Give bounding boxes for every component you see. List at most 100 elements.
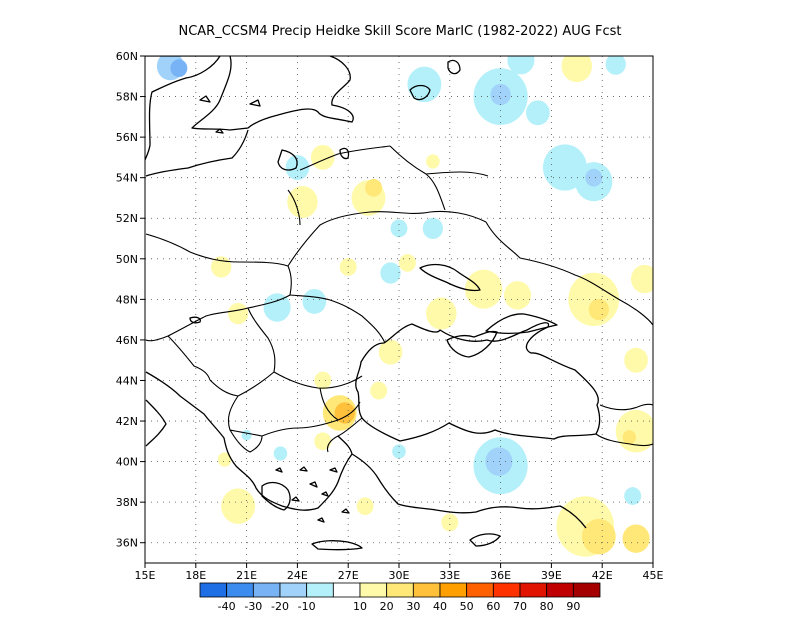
skill-patch [314, 371, 332, 390]
skill-patch [390, 219, 408, 238]
skill-patch [314, 432, 332, 451]
lon-tick-label: 33E [439, 569, 460, 582]
lon-tick-label: 39E [541, 569, 562, 582]
colorbar-label: -10 [298, 600, 316, 613]
colorbar-label: 50 [460, 600, 474, 613]
lon-tick-label: 24E [287, 569, 308, 582]
lake-balaton [189, 316, 202, 324]
lon-tick-label: 27E [338, 569, 359, 582]
skill-patch [561, 56, 593, 83]
skill-patch [285, 155, 310, 180]
lon-tick-label: 36E [490, 569, 511, 582]
skill-patch [624, 347, 648, 373]
colorbar-swatch [252, 582, 281, 598]
lat-tick-label: 42N [116, 415, 138, 428]
lake-onega [447, 59, 461, 75]
skill-patch [170, 59, 188, 78]
skill-patch [310, 144, 335, 170]
colorbar-swatch [546, 582, 574, 598]
colorbar-label: -30 [244, 600, 262, 613]
skill-patch [585, 168, 603, 187]
lake-ladoga [409, 84, 431, 101]
italy-coastline [145, 399, 167, 447]
lat-tick-label: 56N [116, 131, 138, 144]
skill-patch [217, 452, 232, 467]
islands-baltic [199, 95, 261, 134]
skill-patch [503, 281, 532, 310]
lat-tick-label: 46N [116, 334, 138, 347]
skill-patch [624, 487, 642, 505]
skill-patch [392, 444, 406, 459]
skill-patch [465, 269, 503, 309]
anatolia-coastline [351, 453, 587, 529]
colorbar-swatch [332, 582, 361, 598]
colorbar-swatch [519, 582, 548, 598]
adriatic-coastline [145, 371, 353, 511]
skill-patch [490, 83, 511, 106]
colorbar-swatch [279, 582, 308, 598]
lat-tick-label: 52N [116, 212, 138, 225]
crimea-coastline [446, 330, 498, 358]
black-sea-coastline [355, 322, 601, 442]
lake-peipus [339, 147, 350, 160]
colorbar-swatch [386, 582, 414, 598]
colorbar: -40 -30 -20 -10 10 20 30 40 50 60 70 80 90 [199, 582, 601, 613]
lon-tick-label: 45E [643, 569, 664, 582]
skill-patch [407, 66, 442, 103]
skill-patch [507, 56, 535, 75]
skill-score-shading [156, 56, 653, 557]
colorbar-swatch [226, 582, 254, 598]
colorbar-swatch [412, 582, 441, 598]
skill-patch [426, 297, 457, 330]
colorbar-swatch [492, 582, 521, 598]
reservoir-dnieper [419, 263, 481, 292]
skill-patch [302, 288, 327, 314]
gulf-of-riga-coastline [277, 149, 298, 171]
skill-patch [241, 429, 252, 441]
colorbar-label: 60 [486, 600, 500, 613]
lat-tick-label: 36N [116, 537, 138, 550]
colorbar-swatch [466, 582, 494, 598]
skill-patch [334, 402, 355, 424]
skill-patch [399, 253, 416, 272]
skill-patch [378, 339, 403, 365]
colorbar-swatch [359, 582, 388, 598]
azov-sea-coastline [485, 313, 558, 335]
skill-patch [356, 497, 374, 516]
skill-patch [227, 302, 249, 325]
lat-tick-label: 48N [116, 293, 138, 306]
lon-tick-label: 21E [236, 569, 257, 582]
colorbar-label: 30 [406, 600, 420, 613]
lon-tick-label: 15E [135, 569, 156, 582]
colorbar-label: 40 [433, 600, 447, 613]
skill-patch [422, 217, 444, 240]
crete-coastline [311, 540, 363, 551]
skill-patch [287, 186, 318, 219]
skill-patch [441, 513, 459, 532]
coastlines-and-borders [145, 56, 653, 551]
greece-peloponnese [261, 481, 291, 511]
skill-patch [485, 447, 513, 476]
lon-tick-label: 30E [389, 569, 410, 582]
skill-patch [263, 293, 291, 322]
skill-patch [630, 264, 653, 294]
lat-tick-label: 54N [116, 172, 138, 185]
skill-patch [605, 56, 626, 75]
skill-patch [273, 446, 288, 461]
skill-patch [581, 518, 616, 555]
lat-tick-label: 44N [116, 374, 138, 387]
colorbar-swatch [306, 582, 334, 598]
colorbar-label: 10 [353, 600, 367, 613]
lon-tick-label: 18E [185, 569, 206, 582]
skill-patch [365, 178, 383, 197]
colorbar-label: -40 [218, 600, 236, 613]
lat-tick-label: 40N [116, 456, 138, 469]
skill-patch [380, 262, 401, 284]
skill-patch [588, 298, 609, 321]
lon-tick-label: 42E [592, 569, 613, 582]
lat-tick-label: 60N [116, 50, 138, 63]
colorbar-label: 80 [540, 600, 554, 613]
skill-patch [622, 524, 650, 553]
skill-patch [622, 430, 637, 445]
skill-patch [221, 488, 256, 524]
